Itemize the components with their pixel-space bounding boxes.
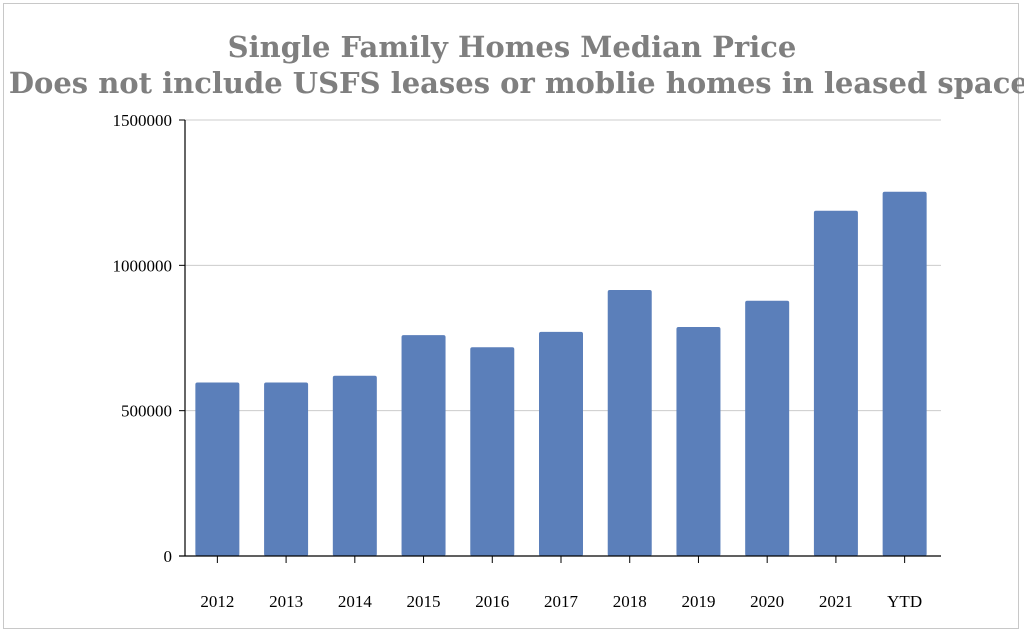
x-tick-label: 2020 bbox=[750, 592, 784, 611]
y-tick-label: 1500000 bbox=[113, 111, 173, 130]
bar-2012 bbox=[195, 382, 240, 556]
chart-title-line-1: Single Family Homes Median Price bbox=[228, 30, 797, 64]
x-tick-label: 2016 bbox=[475, 592, 509, 611]
x-tick-label: 2012 bbox=[200, 592, 234, 611]
bar-2021 bbox=[813, 210, 858, 557]
bars bbox=[195, 191, 927, 557]
bar-2017 bbox=[539, 331, 583, 556]
bar-2015 bbox=[401, 335, 446, 556]
bar-2020 bbox=[745, 300, 790, 556]
bar-2016 bbox=[470, 347, 515, 556]
bar-2013 bbox=[264, 382, 309, 556]
y-tick-label: 500000 bbox=[121, 402, 172, 421]
x-tick-label: 2019 bbox=[681, 592, 715, 611]
axes bbox=[179, 120, 941, 557]
y-tick-label: 0 bbox=[164, 547, 173, 566]
y-tick-label: 1000000 bbox=[113, 256, 173, 275]
x-tick-label: 2021 bbox=[819, 592, 853, 611]
x-tick-label: YTD bbox=[887, 592, 922, 611]
x-tick-label: 2015 bbox=[407, 592, 441, 611]
bar-2019 bbox=[676, 326, 721, 556]
chart-title-line-2: Does not include USFS leases or moblie h… bbox=[9, 66, 1024, 100]
x-tick-label: 2017 bbox=[544, 592, 579, 611]
bar-2014 bbox=[332, 375, 377, 556]
y-axis-ticks: 0 500000 1000000 1500000 bbox=[113, 111, 185, 566]
bar-ytd bbox=[882, 191, 927, 556]
x-tick-label: 2018 bbox=[613, 592, 647, 611]
x-tick-label: 2014 bbox=[338, 592, 373, 611]
bar-2018 bbox=[607, 290, 652, 556]
x-axis-ticks: 2012 2013 2014 2015 2016 2017 2018 2019 2020 2021… bbox=[200, 556, 922, 611]
x-tick-label: 2013 bbox=[269, 592, 303, 611]
